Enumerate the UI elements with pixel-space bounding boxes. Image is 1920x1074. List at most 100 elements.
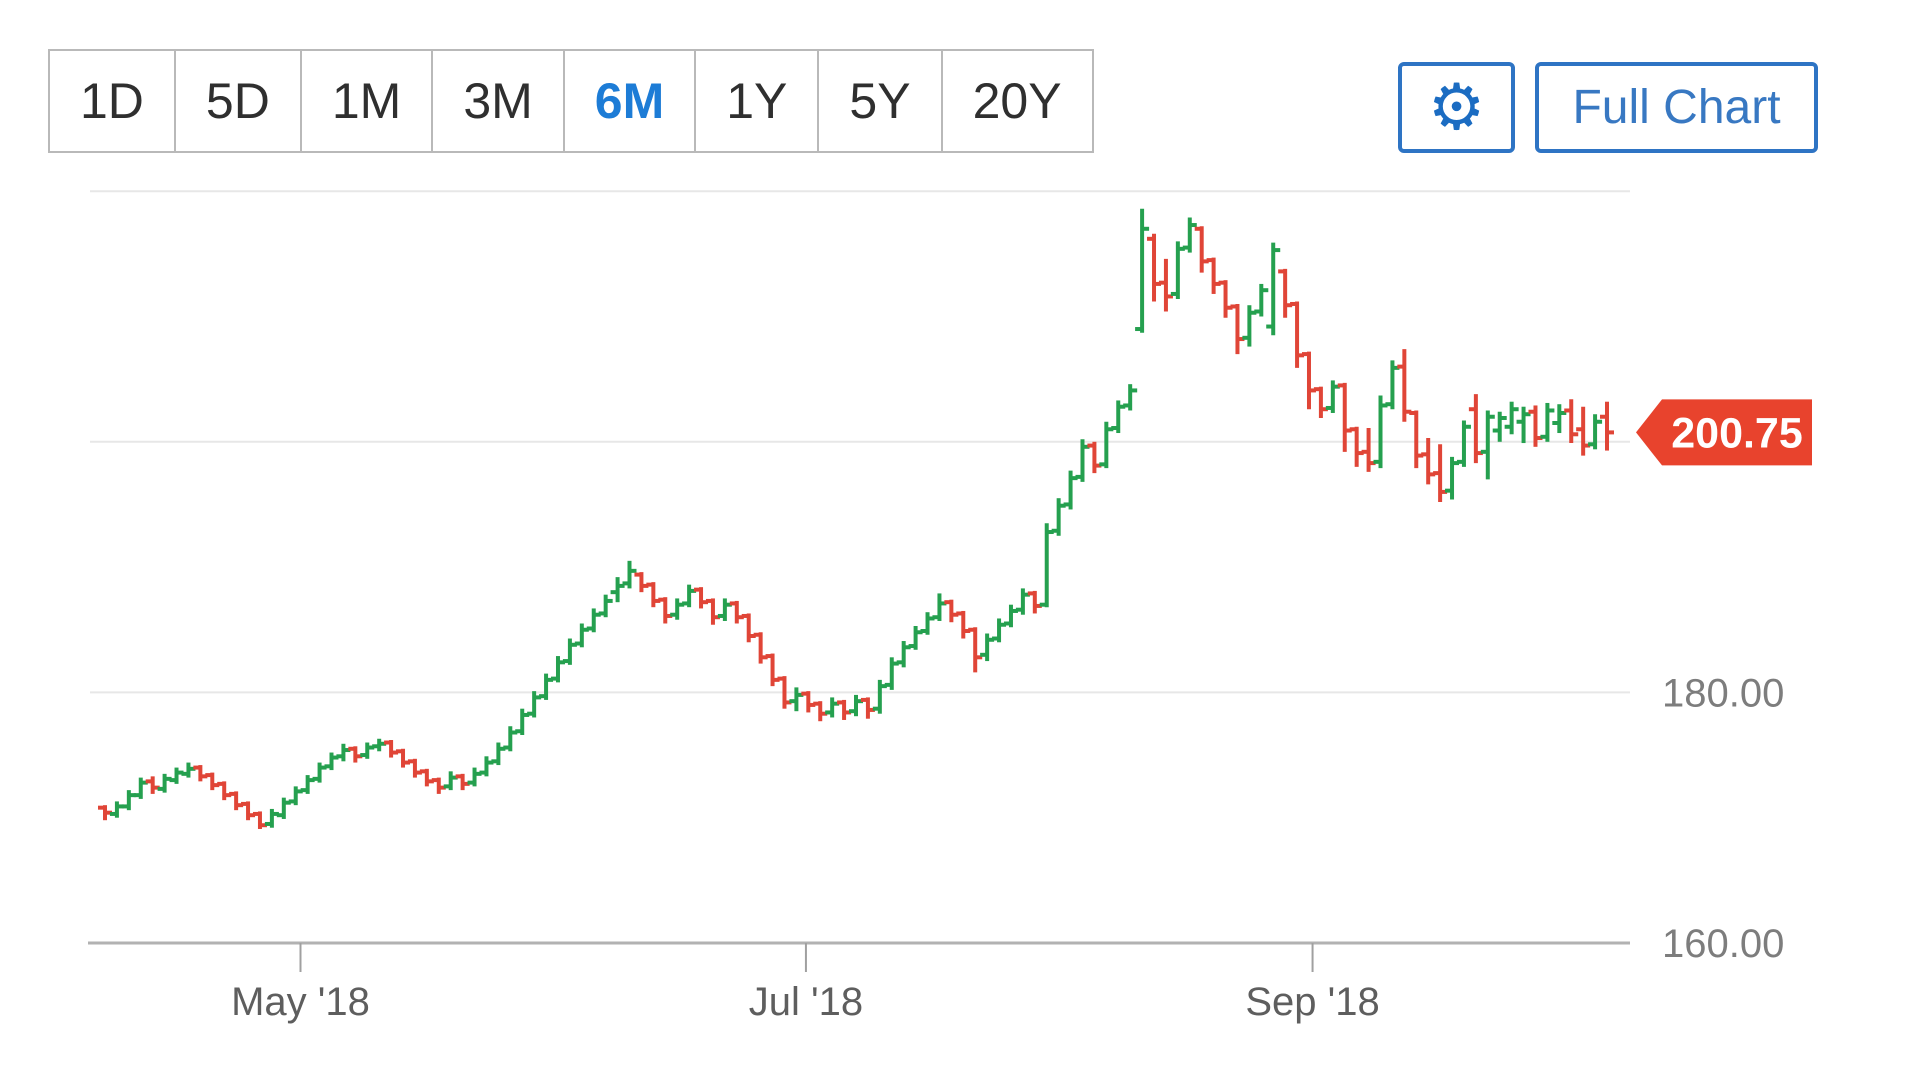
ohlc-bar [1456,420,1471,467]
ohlc-bar [1147,233,1162,302]
ohlc-bar [121,790,136,811]
ohlc-bar [109,801,124,818]
ohlc-bar [1373,395,1388,469]
ohlc-bar [1087,441,1102,474]
range-button-5y[interactable]: 5Y [817,49,943,153]
ohlc-bar [324,752,339,771]
ohlc-bar [1075,439,1090,482]
ohlc-bar [1278,268,1293,318]
ohlc-bar [1325,380,1340,413]
ohlc-bar [1123,384,1138,411]
ohlc-bar [1468,394,1483,464]
ohlc-bar [312,762,327,783]
ohlc-bar [145,776,160,794]
ohlc-bar [849,694,863,717]
chart-settings-button[interactable]: ⚙ [1398,62,1515,153]
ohlc-bar [1516,406,1531,444]
range-button-1m[interactable]: 1M [299,49,434,153]
ohlc-bar [1003,604,1018,628]
ohlc-bar [348,746,363,763]
ohlc-bar [1266,242,1281,336]
ohlc-bar [181,762,196,778]
ohlc-bar [252,811,267,829]
ohlc-bar [1528,405,1543,447]
ohlc-bar [1194,226,1209,273]
ohlc-bar [288,786,303,806]
range-button-20y[interactable]: 20Y [940,49,1094,153]
ohlc-bar [443,771,458,791]
ohlc-bar [1552,404,1567,434]
full-chart-button[interactable]: Full Chart [1535,62,1818,153]
ohlc-bar [956,610,971,639]
ohlc-bar [860,697,875,719]
ohlc-bar [646,582,661,608]
ohlc-bar [1397,349,1412,422]
ohlc-bar [169,767,184,784]
ohlc-bar [753,632,768,664]
ohlc-bar [1254,283,1269,317]
ohlc-bar [992,618,1007,643]
full-chart-label: Full Chart [1572,81,1781,134]
ohlc-bar [1111,400,1126,434]
range-button-1y[interactable]: 1Y [694,49,820,153]
ohlc-bar [1051,498,1066,536]
range-button-1d[interactable]: 1D [48,49,176,153]
ohlc-bar [670,598,685,620]
ohlc-bar [1039,523,1054,608]
ohlc-bar [1170,241,1185,299]
ohlc-bar [920,612,935,635]
ohlc-bar [634,572,649,593]
ohlc-bar [1480,410,1495,480]
ohlc-bar [276,797,291,819]
ohlc-bar [944,599,959,623]
ohlc-bar [837,699,852,720]
ohlc-bar [336,743,351,762]
ohlc-bar [586,608,601,633]
y-axis-label: 180.00 [1662,671,1784,715]
ohlc-bar [479,756,494,777]
ohlc-bar [1409,410,1424,469]
y-axis-label: 160.00 [1662,922,1784,966]
ohlc-bar [1063,470,1078,510]
ohlc-bar [241,801,256,821]
ohlc-bar [157,773,172,793]
ohlc-bar [682,584,697,608]
x-axis-label: May '18 [231,980,370,1024]
ohlc-bar [360,742,375,759]
ohlc-bar [1576,406,1591,456]
range-button-6m[interactable]: 6M [562,49,697,153]
ohlc-bar [1504,401,1519,435]
ohlc-bar [1027,590,1042,614]
ohlc-bar [527,691,542,718]
ohlc-bar [193,765,208,782]
last-price-tag [1636,399,1812,466]
ohlc-bar [384,740,399,758]
time-range-selector: 1D 5D 1M 3M 6M 1Y 5Y 20Y [48,49,1094,153]
ohlc-bar [1433,444,1448,502]
ohlc-bar [133,777,148,799]
ohlc-bar [1600,401,1614,451]
ohlc-bar [825,697,840,718]
ohlc-bar [789,687,804,712]
ohlc-bar [407,758,422,778]
ohlc-bar [467,767,482,787]
ohlc-bar [694,587,709,609]
ohlc-bar [1158,258,1173,312]
ohlc-bar [813,701,828,722]
ohlc-bar [98,805,112,821]
ohlc-bar [1230,303,1245,355]
range-button-5d[interactable]: 5D [173,49,302,153]
ohlc-bar [622,560,637,589]
ohlc-bar [515,708,530,736]
ohlc-bar [1290,301,1305,368]
range-button-3m[interactable]: 3M [431,49,565,153]
ohlc-bar [574,623,589,648]
ohlc-bar [491,742,506,766]
ohlc-bar [1540,402,1555,442]
gear-icon: ⚙ [1427,70,1486,145]
ohlc-bar [1564,399,1579,444]
ohlc-bar [896,641,911,668]
ohlc-bar [1301,351,1316,410]
ohlc-bar [1313,386,1328,418]
